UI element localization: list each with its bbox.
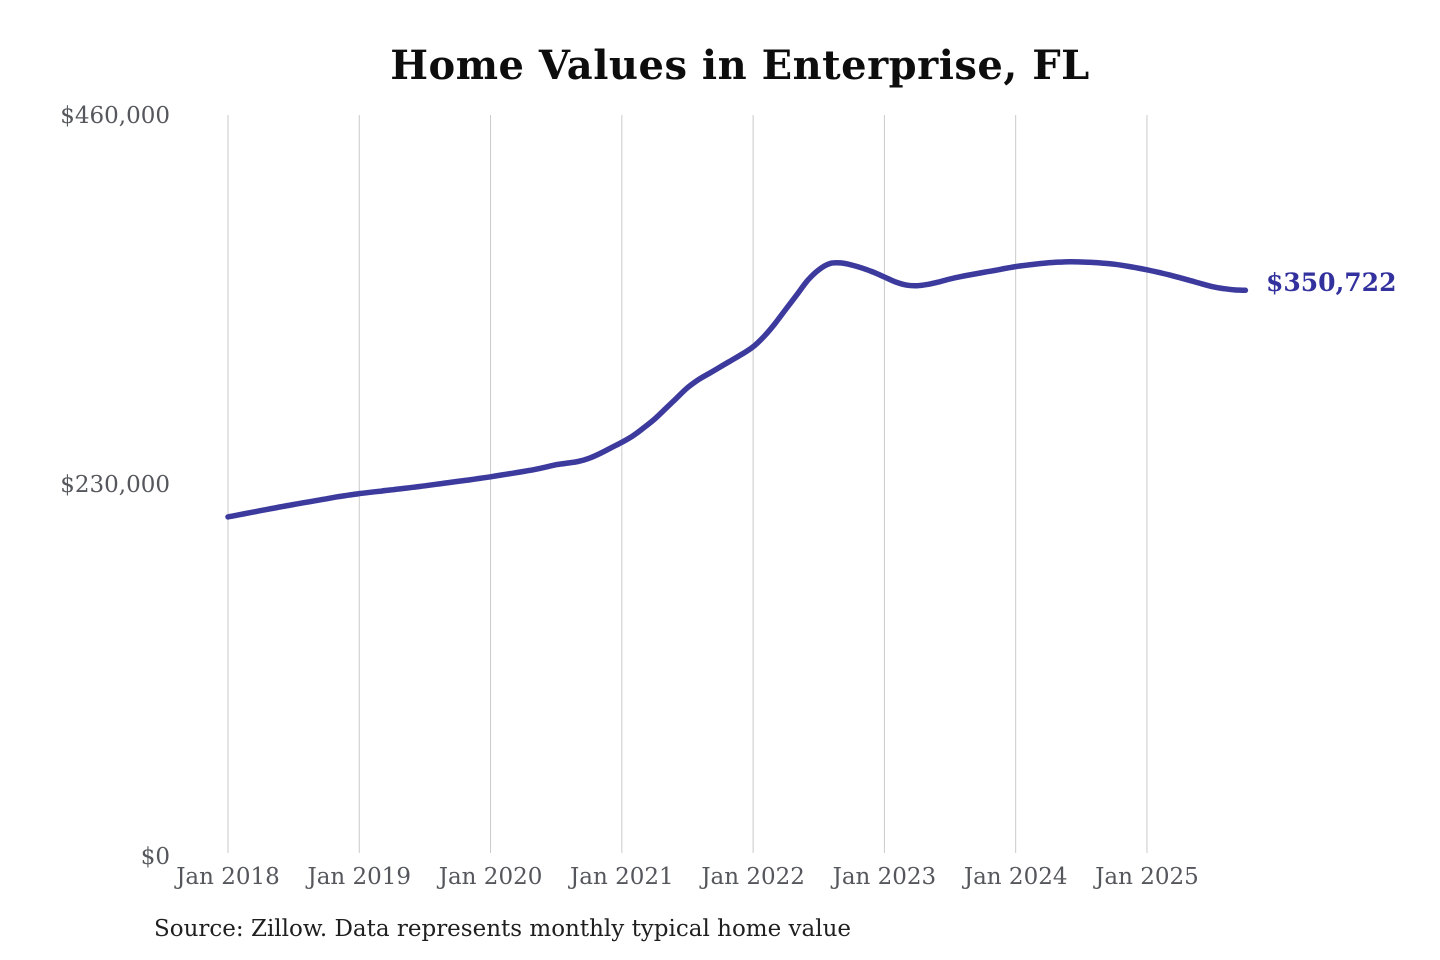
y-tick-label: $460,000 xyxy=(60,103,170,129)
x-axis-tick-labels: Jan 2018 Jan 2019 Jan 2020 Jan 2021 Jan 2022… xyxy=(174,864,1199,890)
source-note: Source: Zillow. Data represents monthly … xyxy=(154,916,852,942)
x-tick-label: Jan 2023 xyxy=(831,864,937,890)
y-tick-label: $230,000 xyxy=(60,472,170,498)
y-axis-tick-labels: $0 $230,000 $460,000 xyxy=(60,103,170,870)
home-value-line xyxy=(225,259,1249,520)
x-tick-label: Jan 2020 xyxy=(437,864,543,890)
x-tick-label: Jan 2025 xyxy=(1093,864,1199,890)
x-tick-label: Jan 2019 xyxy=(305,864,411,890)
chart-title: Home Values in Enterprise, FL xyxy=(390,42,1090,89)
x-tick-label: Jan 2021 xyxy=(568,864,674,890)
gridlines xyxy=(227,115,1148,853)
latest-value-label: $350,722 xyxy=(1266,268,1397,297)
x-tick-label: Jan 2018 xyxy=(174,864,280,890)
x-tick-label: Jan 2024 xyxy=(962,864,1068,890)
y-tick-label: $0 xyxy=(141,844,170,870)
x-tick-label: Jan 2022 xyxy=(699,864,805,890)
